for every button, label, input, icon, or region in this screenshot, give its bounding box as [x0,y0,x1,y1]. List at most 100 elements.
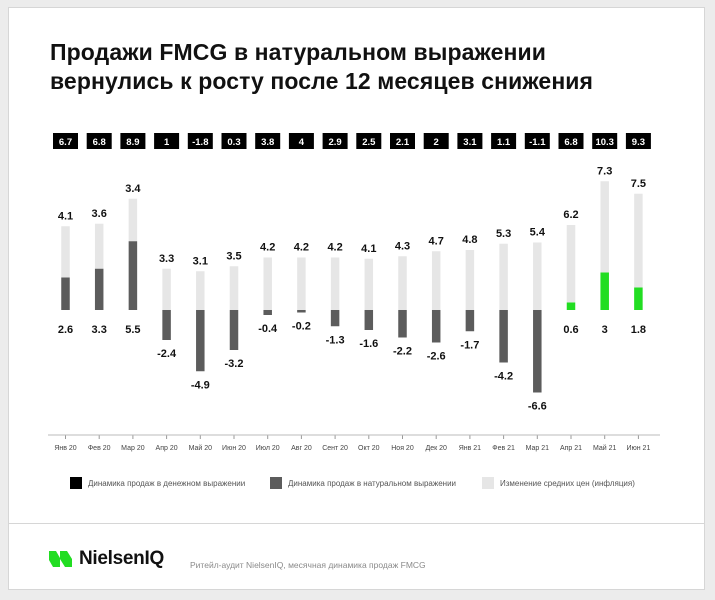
money-data-label: 1.1 [497,137,511,148]
volume-bar [297,310,306,313]
money-data-label: 3.1 [463,137,477,148]
nielseniq-logo-icon [49,551,72,567]
volume-bar [330,310,340,327]
money-badge [356,133,382,149]
volume-bar [61,277,70,310]
money-badge [524,133,550,149]
price-data-label: 5.4 [530,227,546,239]
x-tick-label: Мар 20 [121,445,145,452]
footer-divider [8,523,705,524]
price-bar [297,257,306,310]
money-badge [53,133,78,149]
x-tick-label: Янв 20 [54,445,76,452]
volume-data-label: -3.2 [225,358,244,370]
volume-data-label: -1.3 [326,334,345,346]
volume-bar [431,310,441,343]
x-tick-label: Мар 21 [526,445,550,452]
price-data-label: 4.1 [361,243,376,255]
price-bar [162,268,171,310]
price-data-label: 4.2 [327,242,342,254]
money-badge [491,133,517,149]
price-data-label: 4.1 [58,210,73,222]
x-tick-label: Апр 20 [156,445,178,452]
volume-data-label: 1.8 [631,324,646,336]
x-tick-label: Июн 20 [222,445,246,452]
price-bar [330,257,340,310]
price-bar [364,258,374,310]
volume-data-label: 3.3 [92,324,107,336]
x-tick-label: Янв 21 [459,445,481,452]
price-data-label: 4.3 [395,240,410,252]
volume-data-label: 3 [602,324,608,336]
price-bar [128,198,138,242]
volume-bar [634,287,643,310]
volume-data-label: -4.2 [494,371,513,383]
x-tick-label: Фев 21 [492,445,515,452]
volume-bar [128,241,138,310]
price-bar [465,250,475,310]
money-data-label: 8.9 [126,137,139,148]
x-tick-label: Июн 21 [626,445,650,452]
volume-bar [398,310,407,338]
legend-price-label: Изменение средних цен (инфляция) [500,479,635,488]
price-bar [94,223,104,269]
chart-title: Продажи FMCG в натуральном выражении вер… [50,38,670,96]
volume-data-label: -6.6 [528,401,547,413]
chart-title-line-2: вернулись к росту после 12 месяцев сниже… [50,68,594,94]
money-badge [154,133,180,149]
legend-price-swatch [482,477,494,489]
money-data-label: 3.8 [261,137,274,148]
money-data-label: -1.1 [529,137,546,148]
money-data-label: 6.8 [93,137,106,148]
price-data-label: 3.5 [226,250,241,262]
volume-data-label: 0.6 [563,324,578,336]
price-data-label: 3.3 [159,253,174,265]
money-data-label: 10.3 [595,137,614,148]
volume-bar [94,268,104,310]
money-data-label: 2 [434,137,439,148]
money-data-label: 6.7 [59,137,72,148]
volume-bar [196,310,205,372]
price-data-label: 7.5 [631,178,646,190]
price-bar [600,181,609,273]
price-bar [398,256,407,310]
volume-bar [566,302,576,310]
chart-title-line-1: Продажи FMCG в натуральном выражении [50,39,547,65]
money-badge [120,133,146,149]
volume-data-label: -2.6 [427,351,446,363]
money-badge [423,133,449,149]
price-data-label: 7.3 [597,165,612,177]
chart-card [8,7,705,590]
money-badge [221,133,247,149]
x-tick-label: Ноя 20 [391,445,414,452]
volume-data-label: -0.2 [292,321,311,333]
price-bar [229,266,239,310]
price-data-label: 5.3 [496,228,511,240]
x-tick-label: Июл 20 [256,445,280,452]
x-tick-label: Апр 21 [560,445,582,452]
volume-bar [364,310,374,330]
money-badge [457,133,483,149]
x-tick-label: Май 21 [593,444,617,452]
volume-bar [263,310,272,315]
money-data-label: 6.8 [564,137,577,148]
x-tick-label: Дек 20 [425,445,447,452]
price-bar [566,225,576,303]
legend-money-label: Динамика продаж в денежном выражении [88,479,245,488]
source-note: Ритейл-аудит NielsenIQ, месячная динамик… [190,560,426,570]
volume-data-label: -2.4 [157,348,177,360]
money-data-label: 1 [164,137,170,148]
volume-data-label: -2.2 [393,346,412,358]
volume-data-label: -1.6 [359,338,378,350]
price-data-label: 4.7 [429,235,444,247]
money-data-label: 0.3 [227,137,240,148]
x-tick-label: Фев 20 [88,445,111,452]
money-badge [255,133,281,149]
legend-volume-label: Динамика продаж в натуральном выражении [288,479,456,488]
price-bar [634,193,643,288]
money-data-label: 2.1 [396,137,410,148]
money-badge [322,133,348,149]
legend-money-swatch [70,477,82,489]
money-badge [592,133,618,149]
